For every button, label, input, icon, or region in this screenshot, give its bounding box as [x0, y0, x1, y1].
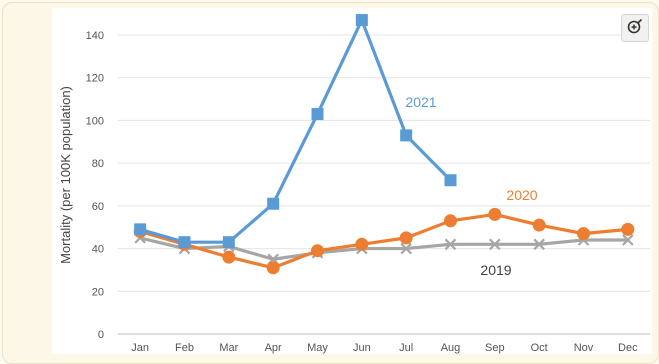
- series-label-2019: 2019: [480, 262, 511, 278]
- plot-panel: [52, 8, 652, 354]
- x-marker-stroke: [489, 238, 501, 251]
- y-tick-labels: 0 20 40 60 80 100 120 140: [86, 30, 104, 341]
- x-tick-label: Jun: [353, 342, 371, 354]
- data-point-2021: [444, 174, 457, 187]
- x-tick-label: Mar: [219, 342, 238, 354]
- x-tick-label: Nov: [574, 342, 594, 354]
- data-point-2019: [400, 242, 412, 255]
- zoom-in-icon: [626, 17, 644, 40]
- x-tick-label: Apr: [265, 342, 282, 354]
- data-point-2019: [489, 238, 501, 251]
- series-2021: [134, 14, 457, 249]
- data-point-2021: [134, 223, 147, 236]
- x-tick-label: Oct: [531, 342, 548, 354]
- data-point-2020: [621, 222, 635, 236]
- x-marker-stroke: [400, 242, 412, 255]
- series-labels: 2019 2020 2021: [405, 94, 537, 278]
- data-point-2021: [311, 108, 324, 121]
- data-point-2019: [622, 234, 634, 246]
- data-point-2019: [533, 238, 545, 251]
- x-tick-label: Dec: [618, 342, 638, 354]
- data-point-2019: [444, 238, 457, 251]
- x-tick-label: Jan: [131, 342, 149, 354]
- x-tick-label: Jul: [399, 342, 413, 354]
- data-point-2020: [266, 261, 280, 275]
- data-point-2020: [311, 244, 324, 258]
- data-point-2020: [444, 214, 457, 228]
- y-tick-label: 60: [92, 201, 104, 213]
- x-tick-label: Feb: [175, 342, 194, 354]
- series-label-2020: 2020: [506, 187, 537, 203]
- y-tick-label: 40: [92, 244, 104, 256]
- data-point-2020: [488, 207, 502, 221]
- data-point-2021: [222, 236, 235, 249]
- x-tick-labels: Jan Feb Mar Apr May Jun Jul Aug Sep Oct Nov Dec: [131, 342, 638, 354]
- data-point-2020: [577, 227, 590, 241]
- y-axis-title: Mortality (per 100K population): [58, 86, 73, 264]
- series-line-2019: [139, 236, 628, 261]
- y-tick-label: 80: [92, 158, 104, 170]
- y-tick-label: 20: [92, 286, 104, 298]
- series-lines: [133, 14, 635, 275]
- data-point-2021: [267, 197, 280, 210]
- series-2020: [133, 207, 635, 275]
- data-point-2020: [222, 250, 236, 264]
- data-point-2021: [400, 129, 413, 142]
- data-point-2021: [355, 14, 368, 27]
- mortality-chart: 0 20 40 60 80 100 120 140 Jan Feb Mar Apr May Jun Jul…: [58, 14, 650, 354]
- y-tick-label: 140: [86, 30, 104, 42]
- data-point-2020: [532, 218, 546, 232]
- x-tick-label: Sep: [485, 342, 505, 354]
- data-point-2020: [399, 231, 413, 245]
- series-line-2021: [139, 18, 452, 244]
- series-label-2021: 2021: [405, 94, 436, 110]
- x-marker-stroke: [622, 234, 634, 246]
- x-marker-stroke: [444, 238, 457, 251]
- y-tick-label: 120: [86, 73, 104, 85]
- y-tick-label: 100: [86, 115, 104, 127]
- series-line-2020: [139, 212, 628, 270]
- zoom-button[interactable]: [621, 14, 649, 42]
- x-marker-stroke: [533, 238, 545, 251]
- data-point-2020: [355, 237, 369, 251]
- y-tick-label: 0: [98, 329, 104, 341]
- data-point-2021: [178, 236, 191, 249]
- x-tick-label: May: [307, 342, 328, 354]
- x-tick-label: Aug: [441, 342, 461, 354]
